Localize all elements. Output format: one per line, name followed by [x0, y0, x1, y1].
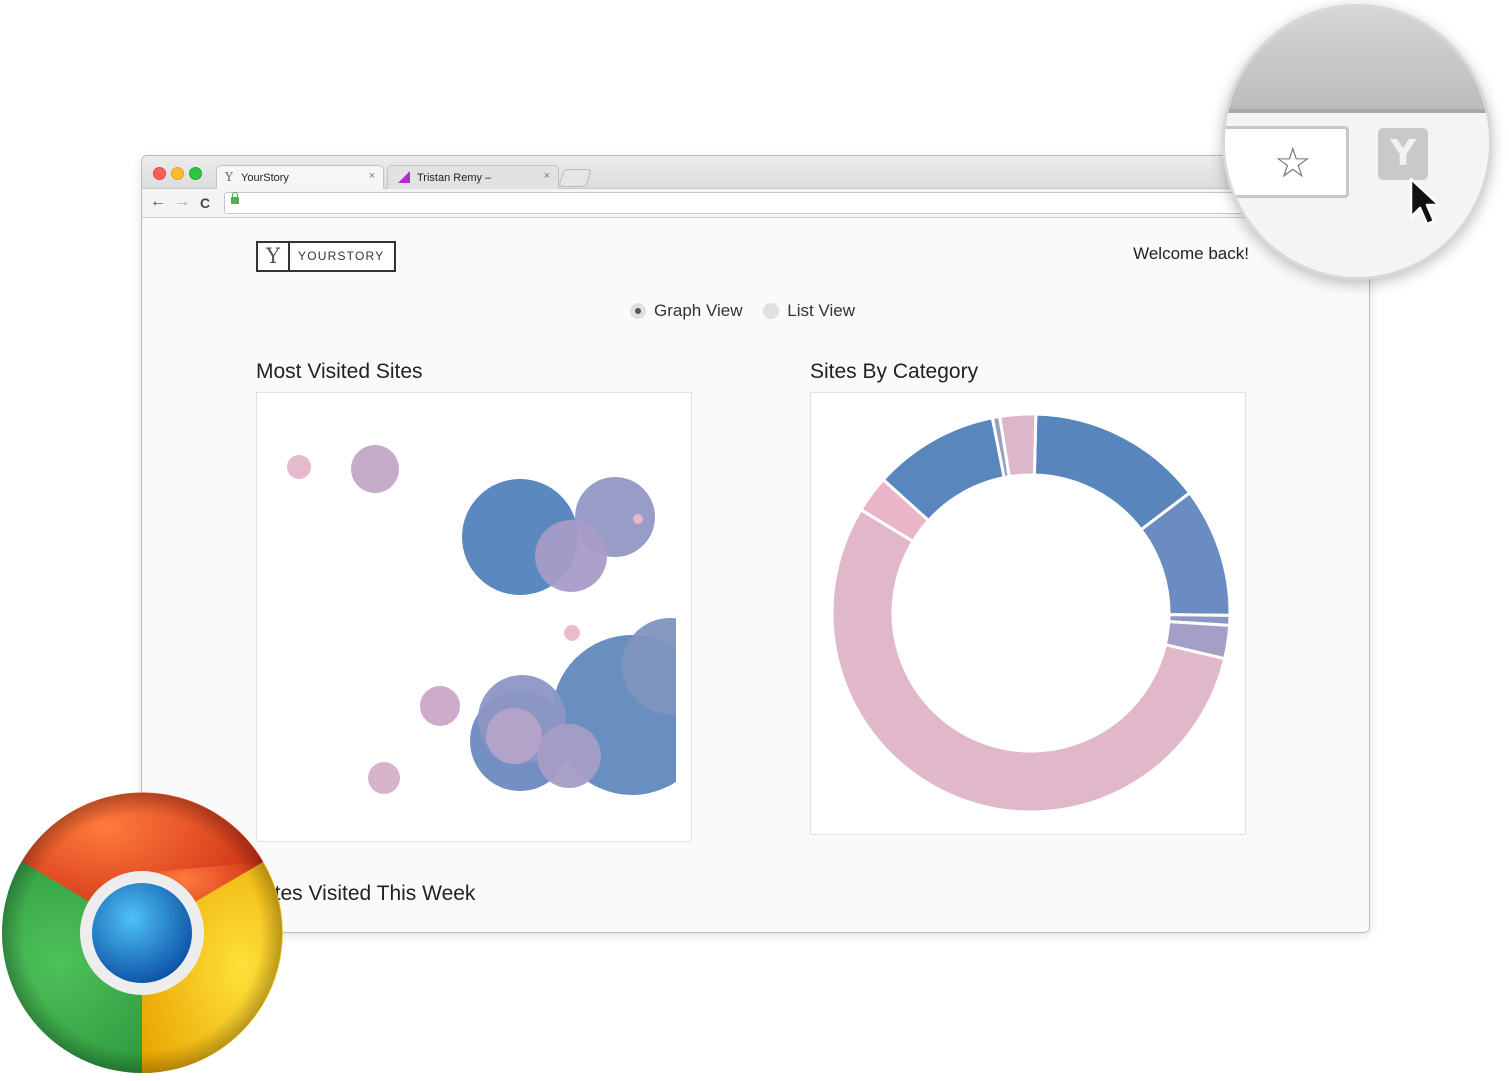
mouse-cursor-icon	[1409, 177, 1441, 226]
site-bubble[interactable]	[633, 514, 643, 524]
this-week-title: Sites Visited This Week	[256, 882, 476, 905]
back-arrow-icon[interactable]: ←	[150, 193, 166, 210]
yourstory-logo[interactable]: Y YOURSTORY	[256, 241, 396, 272]
site-bubble[interactable]	[420, 686, 460, 726]
logo-text: YOURSTORY	[298, 249, 385, 263]
most-visited-title: Most Visited Sites	[256, 360, 423, 383]
by-category-title: Sites By Category	[810, 360, 979, 383]
chrome-logo-icon	[2, 792, 283, 1074]
site-bubble[interactable]	[287, 455, 311, 479]
category-slice[interactable]	[830, 507, 1227, 814]
magnified-tabstrip	[1225, 7, 1489, 113]
logo-mark: Y	[258, 243, 290, 270]
graph-view-radio[interactable]	[630, 302, 646, 319]
donut-chart-panel	[810, 392, 1246, 835]
browser-toolbar: ← → C	[142, 189, 1369, 218]
tab-strip: Y YourStory × Tristan Remy – ×	[142, 156, 1369, 189]
address-bar[interactable]	[224, 192, 1326, 214]
lock-icon	[231, 192, 239, 204]
new-tab-button[interactable]	[558, 169, 592, 187]
list-view-radio[interactable]	[763, 302, 780, 319]
site-bubble[interactable]	[368, 762, 400, 794]
browser-window: Y YourStory × Tristan Remy – × ← → C Y Y…	[141, 155, 1370, 933]
bubble-chart-panel	[256, 392, 692, 842]
tab-label: Tristan Remy –	[417, 172, 492, 184]
tab-tristan-remy[interactable]: Tristan Remy – ×	[387, 165, 559, 189]
page-content: Y YOURSTORY Welcome back! Graph View Lis…	[142, 218, 1369, 932]
site-bubble[interactable]	[564, 625, 580, 641]
bookmark-star-icon[interactable]: ☆	[1274, 138, 1312, 187]
purple-triangle-favicon-icon	[398, 171, 410, 183]
magnified-address-bar: ☆	[1225, 126, 1349, 198]
site-bubble[interactable]	[622, 618, 691, 714]
yourstory-extension-button[interactable]: Y	[1378, 128, 1428, 180]
forward-arrow-icon[interactable]: →	[174, 193, 190, 210]
welcome-message: Welcome back!	[1133, 244, 1249, 263]
reload-icon[interactable]: C	[200, 195, 211, 211]
tab-label: YourStory	[241, 172, 289, 184]
site-bubble[interactable]	[535, 520, 607, 592]
list-view-label[interactable]: List View	[787, 300, 855, 320]
zoom-window-button[interactable]	[189, 167, 202, 180]
bubble-chart	[287, 445, 691, 795]
close-window-button[interactable]	[153, 167, 166, 180]
close-tab-icon[interactable]: ×	[543, 170, 550, 182]
category-slice[interactable]	[998, 412, 1038, 479]
minimize-window-button[interactable]	[171, 167, 184, 180]
toolbar-magnifier: ☆ Y	[1222, 4, 1492, 280]
site-bubble[interactable]	[486, 708, 542, 764]
close-tab-icon[interactable]: ×	[368, 170, 375, 182]
graph-view-label[interactable]: Graph View	[654, 300, 743, 320]
yourstory-favicon-icon: Y	[225, 170, 233, 184]
tab-yourstory[interactable]: Y YourStory ×	[216, 165, 384, 189]
view-toggle: Graph View List View	[630, 300, 871, 321]
site-bubble[interactable]	[537, 724, 601, 788]
donut-chart	[830, 412, 1232, 814]
site-bubble[interactable]	[351, 445, 399, 493]
